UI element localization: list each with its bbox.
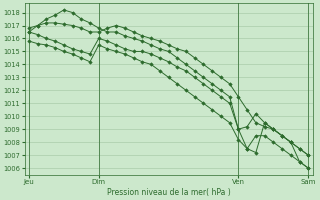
X-axis label: Pression niveau de la mer( hPa ): Pression niveau de la mer( hPa )	[107, 188, 230, 197]
